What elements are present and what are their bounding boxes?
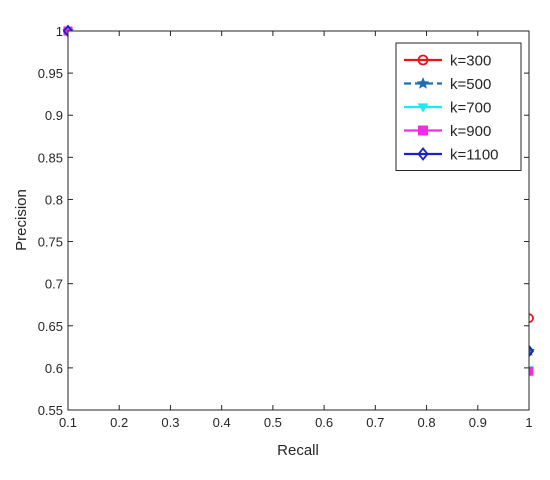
legend: k=300 k=500 k=700 k=900 k=1100 — [395, 42, 522, 171]
y-tick-label: 0.95 — [38, 66, 63, 81]
y-tick-label: 0.7 — [45, 277, 63, 292]
y-tick-label: 1 — [56, 24, 63, 39]
legend-label: k=700 — [450, 100, 491, 117]
legend-marker — [418, 125, 428, 136]
x-tick-label: 0.8 — [418, 415, 436, 430]
legend-label: k=1100 — [450, 147, 499, 164]
y-tick-label: 0.65 — [38, 319, 63, 334]
legend-label: k=500 — [450, 76, 491, 93]
x-tick-label: 0.1 — [59, 415, 77, 430]
legend-label: k=300 — [450, 53, 491, 70]
y-axis-label: Precision — [13, 189, 30, 251]
x-tick-label: 0.5 — [264, 415, 282, 430]
legend-marker — [417, 54, 429, 66]
x-tick-label: 0.9 — [469, 415, 487, 430]
x-tick-label: 0.6 — [315, 415, 333, 430]
x-tick-label: 0.2 — [110, 415, 128, 430]
x-axis-label: Recall — [277, 442, 319, 459]
legend-marker — [416, 76, 430, 89]
y-tick-label: 0.6 — [45, 361, 63, 376]
x-tick-label: 0.3 — [161, 415, 179, 430]
y-tick-label: 0.85 — [38, 150, 63, 165]
legend-marker — [417, 103, 429, 113]
y-tick-label: 0.9 — [45, 108, 63, 123]
y-tick-label: 0.75 — [38, 235, 63, 250]
legend-marker — [417, 147, 429, 161]
x-tick-label: 0.4 — [213, 415, 231, 430]
legend-label: k=900 — [450, 123, 491, 140]
x-tick-label: 1 — [525, 415, 532, 430]
y-tick-label: 0.8 — [45, 192, 63, 207]
y-tick-label: 0.55 — [38, 403, 63, 418]
x-tick-label: 0.7 — [366, 415, 384, 430]
